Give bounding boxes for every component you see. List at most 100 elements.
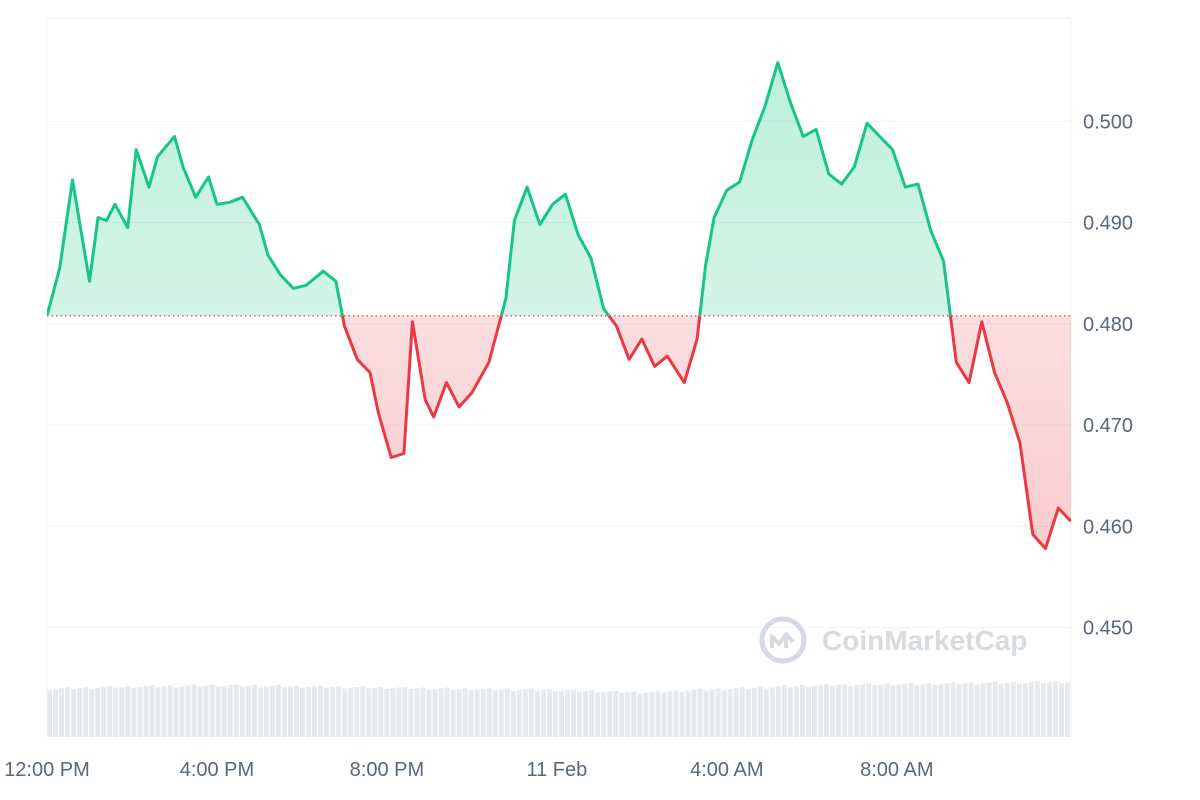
volume-bar xyxy=(589,690,595,737)
volume-bar xyxy=(1058,683,1064,737)
volume-bar xyxy=(342,688,348,737)
volume-bar xyxy=(546,689,552,737)
volume-bar xyxy=(167,685,173,737)
volume-bar xyxy=(559,690,565,737)
volume-bar xyxy=(769,687,775,737)
price-line-up xyxy=(47,61,952,316)
volume-bar xyxy=(679,692,685,737)
volume-bar xyxy=(751,687,757,737)
volume-bar xyxy=(366,688,372,737)
volume-bar xyxy=(330,687,336,737)
volume-bar xyxy=(149,685,155,737)
volume-bar xyxy=(830,685,836,737)
volume-bar xyxy=(643,692,649,737)
volume-bar xyxy=(956,684,962,737)
volume-bar xyxy=(215,686,221,737)
volume-bar xyxy=(101,687,107,737)
volume-bar xyxy=(1064,682,1070,737)
price-area-up xyxy=(47,62,1071,316)
volume-bar xyxy=(962,683,968,737)
volume-bar xyxy=(854,685,860,737)
x-tick-label: 11 Feb xyxy=(526,759,587,781)
volume-bar xyxy=(71,689,77,737)
volume-bar xyxy=(492,690,498,737)
volume-bar xyxy=(161,686,167,737)
volume-bar xyxy=(155,687,161,737)
volume-bar xyxy=(227,685,233,737)
volume-bar xyxy=(402,686,408,737)
volume-bar xyxy=(601,691,607,737)
volume-bar xyxy=(908,682,914,737)
y-tick-label: 0.450 xyxy=(1083,618,1133,640)
volume-bar xyxy=(450,689,456,737)
volume-bar xyxy=(95,687,101,737)
volume-bar xyxy=(1034,681,1040,737)
volume-bar xyxy=(685,690,691,737)
y-axis-ticks: 0.450 0.460 0.470 0.480 0.490 0.500 xyxy=(1083,111,1133,639)
volume-bar xyxy=(552,691,558,737)
volume-bar xyxy=(486,688,492,737)
volume-bar xyxy=(299,687,306,737)
volume-bar xyxy=(1022,682,1028,737)
volume-bar xyxy=(372,687,378,737)
volume-bar xyxy=(697,688,703,737)
volume-bar xyxy=(890,685,896,737)
volume-bar xyxy=(637,693,643,737)
volume-bar xyxy=(408,688,414,737)
volume-bar xyxy=(793,686,799,737)
volume-bar xyxy=(312,686,318,737)
volume-bar xyxy=(251,685,257,737)
volume-bar xyxy=(378,686,384,737)
volume-bar xyxy=(1040,683,1046,737)
x-tick-label: 4:00 PM xyxy=(180,759,254,781)
volume-bar xyxy=(444,687,450,737)
volume-bar xyxy=(456,688,462,737)
y-tick-label: 0.470 xyxy=(1083,415,1133,437)
volume-bar xyxy=(1046,682,1052,737)
volume-bar xyxy=(390,688,396,737)
volume-bar xyxy=(902,683,908,737)
volume-bar xyxy=(920,683,926,737)
volume-bar xyxy=(721,690,727,737)
volume-bar xyxy=(474,689,480,737)
volume-bar xyxy=(932,684,938,737)
volume-bar xyxy=(631,691,637,737)
volume-bar xyxy=(950,682,956,737)
volume-bar xyxy=(709,689,715,737)
volume-bar xyxy=(498,689,504,737)
volume-bar xyxy=(239,686,245,737)
volume-bar xyxy=(661,692,667,737)
volume-bar xyxy=(926,683,932,737)
volume-bar xyxy=(577,691,583,737)
y-tick-label: 0.460 xyxy=(1083,516,1133,538)
volume-bar xyxy=(438,688,444,737)
volume-bar xyxy=(649,691,655,737)
volume-bar xyxy=(811,685,818,737)
volume-bar xyxy=(878,684,884,737)
volume-bar xyxy=(420,687,426,737)
volume-bar xyxy=(974,684,980,737)
coinmarketcap-logo-icon xyxy=(759,616,807,664)
volume-bar xyxy=(1052,681,1058,737)
volume-bar xyxy=(938,684,944,737)
volume-bar xyxy=(745,688,751,737)
volume-bar xyxy=(281,687,287,737)
volume-bar xyxy=(306,687,312,737)
price-area xyxy=(47,62,1071,549)
volume-bar xyxy=(848,686,854,737)
volume-bar xyxy=(781,685,787,737)
price-line xyxy=(47,61,1071,551)
volume-bar xyxy=(980,683,986,737)
volume-bar xyxy=(47,690,53,737)
x-tick-label: 4:00 AM xyxy=(690,759,763,781)
volume-bar xyxy=(77,688,83,737)
volume-bar xyxy=(468,690,474,737)
volume-bar xyxy=(65,687,71,737)
volume-bar xyxy=(324,687,330,737)
volume-bar xyxy=(221,685,227,737)
volume-bar xyxy=(565,690,571,737)
volume-bar xyxy=(998,683,1004,737)
volume-bar xyxy=(59,688,65,737)
volume-bar xyxy=(1016,683,1022,737)
